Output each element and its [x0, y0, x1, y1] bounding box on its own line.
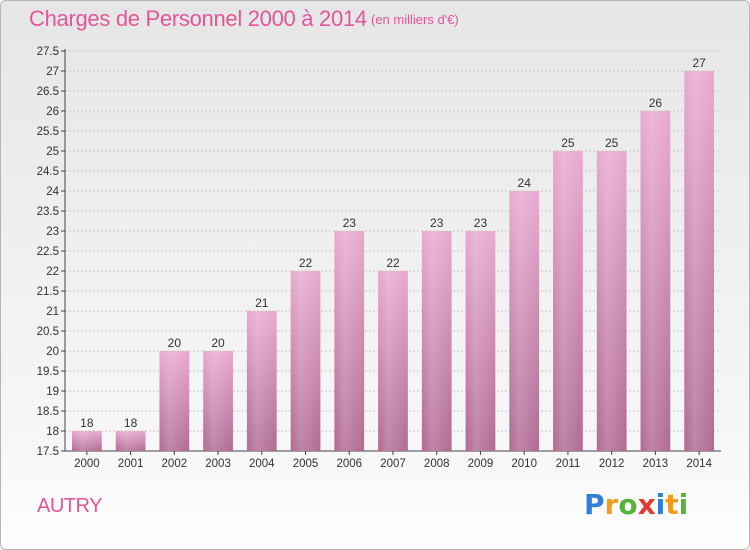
- y-tick-label: 20: [46, 346, 59, 358]
- data-label-2011: 25: [561, 136, 575, 150]
- y-tick-label: 18: [46, 426, 59, 438]
- bar-shine-2013: [640, 111, 671, 451]
- x-tick-label: 2000: [74, 458, 100, 470]
- bar-shine-2008: [421, 231, 452, 451]
- data-label-2000: 18: [80, 416, 94, 430]
- y-tick-label: 23.5: [37, 206, 59, 218]
- data-label-2014: 27: [692, 56, 706, 70]
- logo-letter: t: [665, 488, 679, 521]
- chart-subtitle: (en milliers d'€): [371, 12, 459, 27]
- x-tick-label: 2012: [599, 458, 625, 470]
- y-tick-label: 26.5: [37, 86, 59, 98]
- bar-shine-2012: [596, 151, 627, 451]
- bar-shine-2001: [115, 431, 146, 451]
- x-tick-label: 2008: [424, 458, 450, 470]
- x-tick-label: 2003: [205, 458, 231, 470]
- logo-letter: r: [604, 488, 619, 521]
- data-label-2008: 23: [430, 216, 444, 230]
- y-tick-label: 25: [46, 146, 59, 158]
- bar-shine-2014: [684, 71, 715, 451]
- bar-shine-2010: [509, 191, 540, 451]
- proxiti-logo[interactable]: Proxiti: [584, 488, 688, 521]
- y-tick-label: 22.5: [37, 246, 59, 258]
- bar-shine-2006: [334, 231, 365, 451]
- data-label-2007: 22: [386, 256, 400, 270]
- town-name: AUTRY: [37, 495, 102, 517]
- y-tick-label: 25.5: [37, 126, 59, 138]
- data-label-2010: 24: [518, 176, 532, 190]
- x-tick-label: 2009: [468, 458, 494, 470]
- logo-letter: x: [637, 488, 656, 521]
- x-tick-label: 2010: [511, 458, 537, 470]
- y-tick-label: 24.5: [37, 166, 59, 178]
- data-label-2013: 26: [649, 96, 663, 110]
- data-label-2006: 23: [343, 216, 357, 230]
- x-tick-label: 2004: [249, 458, 275, 470]
- x-tick-label: 2002: [162, 458, 188, 470]
- y-tick-label: 20.5: [37, 326, 59, 338]
- bar-shine-2009: [465, 231, 496, 451]
- y-tick-label: 23: [46, 226, 59, 238]
- x-axis-ticks: 2000 2001 2002 2003 2004 2005 2006 2007 2008 2009…: [74, 458, 712, 470]
- data-label-2004: 21: [255, 296, 269, 310]
- data-labels: 18 18 20 20 21 22 23 22 23 23 24 25 25 26 27: [80, 56, 706, 430]
- data-label-2012: 25: [605, 136, 619, 150]
- data-label-2003: 20: [211, 336, 225, 350]
- bar-shine-2011: [553, 151, 583, 451]
- data-label-2005: 22: [299, 256, 313, 270]
- bar-shine-2004: [246, 311, 277, 451]
- y-tick-label: 18.5: [37, 406, 59, 418]
- bar-shine-2007: [378, 271, 408, 451]
- y-tick-label: 24: [46, 186, 59, 198]
- logo-letter: P: [584, 488, 605, 521]
- bar-shine-2003: [203, 351, 233, 451]
- data-label-2009: 23: [474, 216, 488, 230]
- logo-letter: i: [655, 488, 666, 521]
- bar-shine-2000: [71, 431, 102, 451]
- x-tick-label: 2014: [686, 458, 712, 470]
- y-tick-label: 27: [46, 66, 59, 78]
- y-tick-label: 27.5: [37, 46, 59, 58]
- y-tick-label: 19: [46, 386, 59, 398]
- y-axis-ticks: 17.5 18 18.5 19 19.5 20 20.5 21 21.5 22 22.5 23 23.5…: [37, 46, 60, 458]
- y-tick-label: 17.5: [37, 446, 59, 458]
- x-tick-label: 2005: [293, 458, 319, 470]
- y-tick-label: 26: [46, 106, 59, 118]
- y-tick-label: 21: [46, 306, 59, 318]
- data-label-2002: 20: [168, 336, 182, 350]
- data-label-2001: 18: [124, 416, 138, 430]
- x-tick-label: 2013: [643, 458, 669, 470]
- y-tick-label: 22: [46, 266, 59, 278]
- logo-letter: o: [618, 488, 638, 521]
- logo-letter: i: [678, 488, 689, 521]
- x-tick-label: 2001: [118, 458, 144, 470]
- y-tick-label: 21.5: [37, 286, 59, 298]
- x-tick-label: 2007: [380, 458, 406, 470]
- x-tick-label: 2006: [336, 458, 362, 470]
- y-tick-label: 19.5: [37, 366, 59, 378]
- x-tick-label: 2011: [556, 458, 581, 470]
- chart-title: Charges de Personnel 2000 à 2014: [29, 6, 367, 31]
- bar-shine-2005: [290, 271, 321, 451]
- bars: [71, 71, 715, 451]
- bar-shine-2002: [159, 351, 190, 451]
